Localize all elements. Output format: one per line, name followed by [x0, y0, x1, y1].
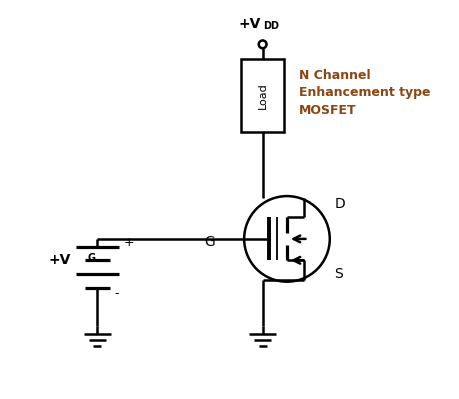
Text: S: S — [334, 267, 342, 281]
Text: MOSFET: MOSFET — [298, 104, 355, 117]
Text: D: D — [334, 197, 345, 211]
Bar — [241, 59, 283, 132]
Text: G: G — [204, 235, 214, 249]
Text: +: + — [123, 236, 134, 249]
Text: G: G — [87, 253, 95, 263]
Text: Load: Load — [257, 82, 267, 109]
Text: DD: DD — [263, 21, 279, 31]
Text: +V: +V — [238, 17, 260, 31]
Text: N Channel: N Channel — [298, 69, 369, 82]
Text: -: - — [115, 287, 119, 300]
Text: +V: +V — [49, 253, 71, 267]
Text: Enhancement type: Enhancement type — [298, 86, 429, 99]
